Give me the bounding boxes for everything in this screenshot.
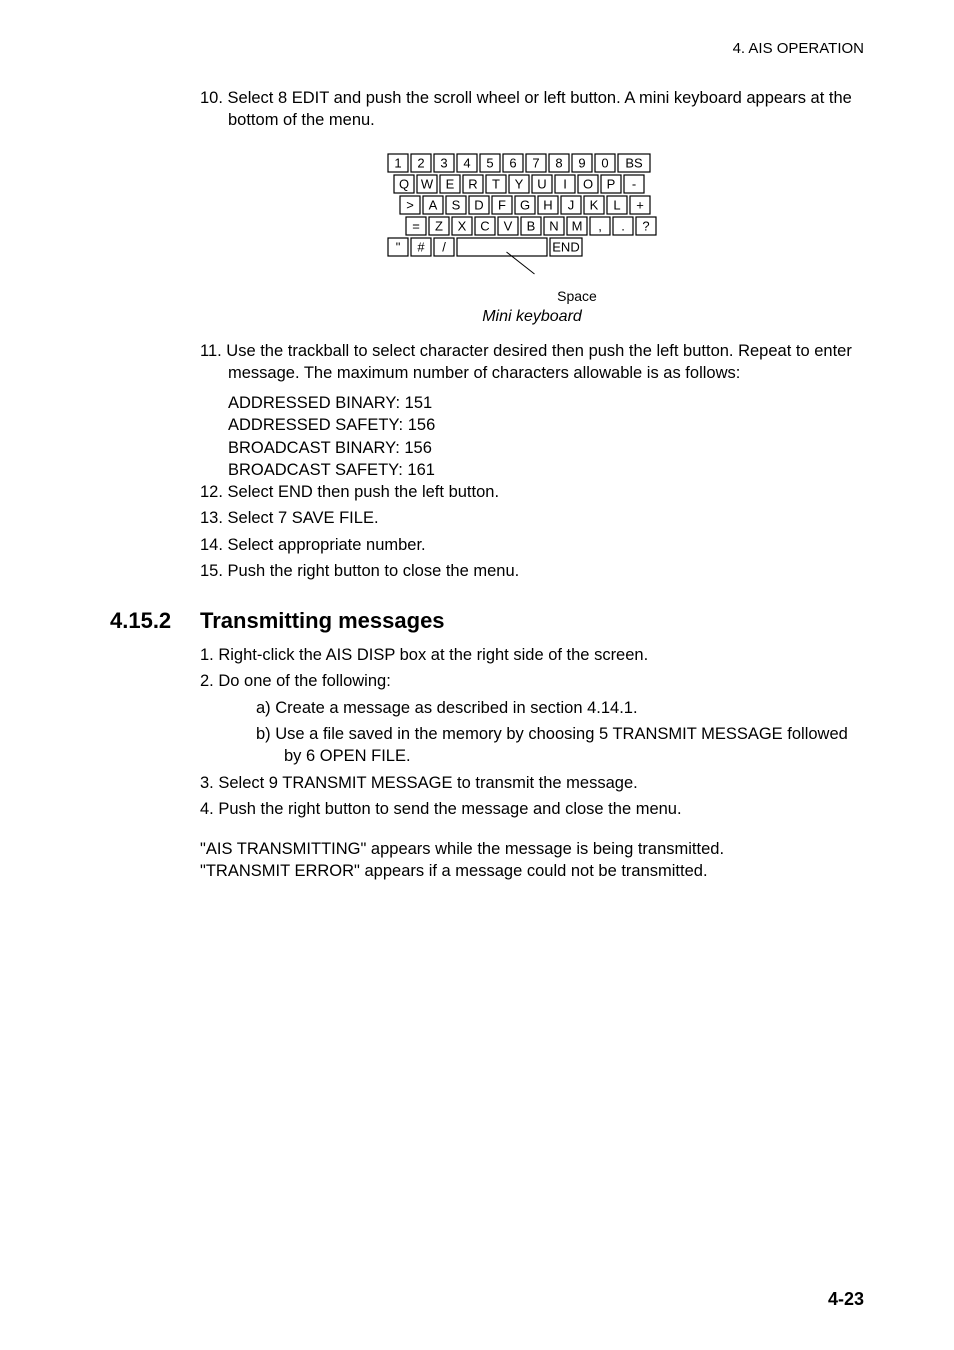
svg-text:V: V [504, 218, 513, 233]
tx-step-4: 4. Push the right button to send the mes… [228, 798, 864, 820]
svg-text:1: 1 [394, 155, 401, 170]
svg-text:-: - [632, 176, 636, 191]
svg-text:Y: Y [515, 176, 524, 191]
svg-text:+: + [636, 197, 644, 212]
tx-step-1: 1. Right-click the AIS DISP box at the r… [228, 644, 864, 666]
svg-text:X: X [458, 218, 467, 233]
svg-text:N: N [549, 218, 558, 233]
svg-text:I: I [563, 176, 567, 191]
mini-keyboard-figure: 1 2 3 4 5 6 7 8 9 0 BS QWERTYU I OP - > ASDFGH JKL + = ZXCVB… [200, 150, 864, 304]
tail-line-2: "TRANSMIT ERROR" appears if a message co… [200, 860, 864, 882]
tail-line-1: "AIS TRANSMITTING" appears while the mes… [200, 838, 864, 860]
tx-step-2a: a) Create a message as described in sect… [284, 697, 864, 719]
space-callout-label: Space [290, 288, 864, 304]
svg-text:K: K [590, 197, 599, 212]
mini-keyboard-svg: 1 2 3 4 5 6 7 8 9 0 BS QWERTYU I OP - > ASDFGH JKL + = ZXCVB… [382, 150, 682, 281]
svg-text:B: B [527, 218, 536, 233]
svg-text:7: 7 [532, 155, 539, 170]
section-number: 4.15.2 [110, 608, 200, 634]
svg-text:M: M [572, 218, 583, 233]
svg-text:A: A [429, 197, 438, 212]
step-11-values: ADDRESSED BINARY: 151ADDRESSED SAFETY: 1… [228, 392, 864, 481]
svg-text:F: F [498, 197, 506, 212]
svg-text:E: E [446, 176, 455, 191]
svg-text:6: 6 [509, 155, 516, 170]
value-line: BROADCAST SAFETY: 161 [228, 459, 864, 481]
svg-text:O: O [583, 176, 593, 191]
svg-text:U: U [537, 176, 546, 191]
svg-text:8: 8 [555, 155, 562, 170]
svg-text:BS: BS [625, 155, 643, 170]
svg-text:9: 9 [578, 155, 585, 170]
svg-text:>: > [406, 197, 414, 212]
step-12: 12. Select END then push the left button… [228, 481, 864, 503]
svg-text:L: L [613, 197, 620, 212]
svg-text:T: T [492, 176, 500, 191]
value-line: BROADCAST BINARY: 156 [228, 437, 864, 459]
svg-text:0: 0 [601, 155, 608, 170]
step-10: 10. Select 8 EDIT and push the scroll wh… [228, 87, 864, 132]
page-number: 4-23 [828, 1289, 864, 1310]
svg-text:D: D [474, 197, 483, 212]
step-13: 13. Select 7 SAVE FILE. [228, 507, 864, 529]
value-line: ADDRESSED BINARY: 151 [228, 392, 864, 414]
svg-text:?: ? [642, 218, 649, 233]
svg-text:4: 4 [463, 155, 470, 170]
figure-caption: Mini keyboard [200, 308, 864, 326]
svg-text:G: G [520, 197, 530, 212]
svg-text:END: END [552, 239, 579, 254]
section-title: Transmitting messages [200, 608, 445, 634]
svg-text:J: J [568, 197, 575, 212]
svg-text:.: . [621, 218, 625, 233]
tx-step-2: 2. Do one of the following: [228, 670, 864, 692]
chapter-header: 4. AIS OPERATION [110, 40, 864, 57]
svg-text:S: S [452, 197, 461, 212]
svg-text:": " [396, 239, 401, 254]
svg-text:,: , [598, 218, 602, 233]
svg-text:2: 2 [417, 155, 424, 170]
svg-text:Z: Z [435, 218, 443, 233]
svg-text:5: 5 [486, 155, 493, 170]
svg-text:=: = [412, 218, 420, 233]
svg-text:P: P [607, 176, 616, 191]
step-14: 14. Select appropriate number. [228, 534, 864, 556]
step-11-lead: 11. Use the trackball to select characte… [228, 340, 864, 385]
step-15: 15. Push the right button to close the m… [228, 560, 864, 582]
svg-text:H: H [543, 197, 552, 212]
svg-text:3: 3 [440, 155, 447, 170]
svg-text:C: C [480, 218, 489, 233]
svg-text:/: / [442, 239, 446, 254]
svg-text:#: # [417, 239, 425, 254]
tx-step-3: 3. Select 9 TRANSMIT MESSAGE to transmit… [228, 772, 864, 794]
svg-text:R: R [468, 176, 477, 191]
svg-text:W: W [421, 176, 434, 191]
value-line: ADDRESSED SAFETY: 156 [228, 414, 864, 436]
section-heading: 4.15.2 Transmitting messages [110, 608, 864, 634]
svg-text:Q: Q [399, 176, 409, 191]
tx-step-2b: b) Use a file saved in the memory by cho… [284, 723, 864, 768]
